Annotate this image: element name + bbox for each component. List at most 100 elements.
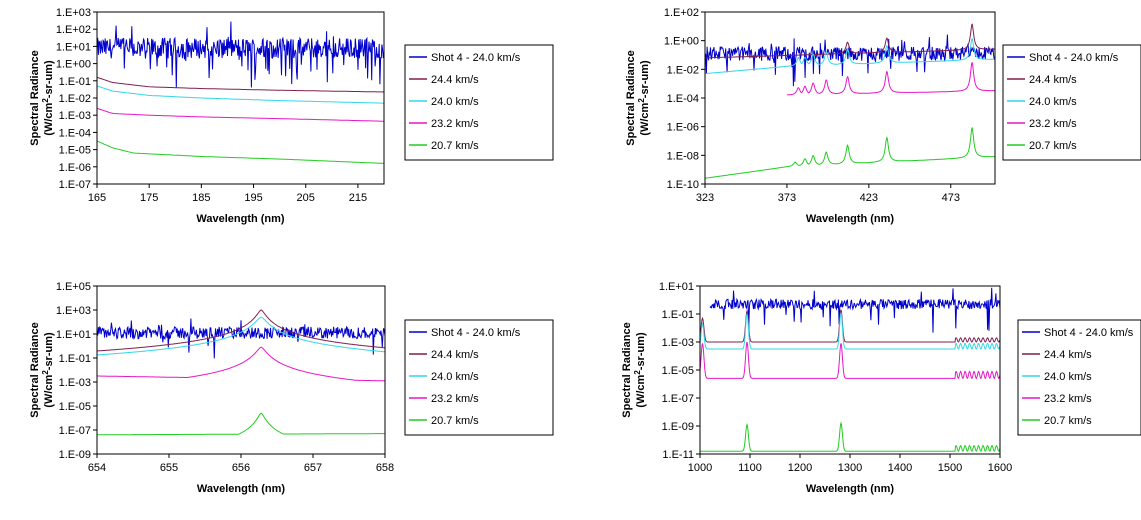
x-tick-label: 165 (88, 192, 106, 204)
legend-entry: 24.4 km/s (431, 349, 479, 361)
legend-entry: 24.0 km/s (1044, 371, 1092, 383)
y-tick-label: 1.E+01 (56, 41, 91, 53)
series-line-4 (97, 107, 384, 122)
y-axis-label: Spectral Radiance (29, 50, 41, 145)
y-tick-label: 1.E+02 (664, 7, 699, 19)
y-axis-label: Spectral Radiance (621, 322, 633, 417)
y-tick-label: 1.E+01 (56, 329, 91, 341)
legend-entry: 20.7 km/s (1029, 140, 1077, 152)
y-tick-label: 1.E-02 (59, 93, 91, 105)
y-tick-label: 1.E+05 (56, 281, 91, 293)
legend-entry: Shot 4 - 24.0 km/s (431, 327, 521, 339)
x-tick-label: 657 (304, 462, 322, 474)
y-tick-label: 1.E-04 (667, 93, 699, 105)
x-tick-label: 423 (860, 192, 878, 204)
x-tick-label: 1300 (838, 462, 862, 474)
y-tick-label: 1.E+01 (659, 281, 694, 293)
y-tick-label: 1.E-06 (667, 122, 699, 134)
y-axis-label: Spectral Radiance (625, 50, 637, 145)
chart-panel-4: 1.E-11 1.E-09 1.E-07 1.E-05 1.E-03 1.E-01 1.E+… (621, 281, 1141, 495)
series-line-1 (709, 287, 1000, 333)
legend-entry: 24.4 km/s (1029, 74, 1077, 86)
y-tick-label: 1.E-01 (59, 353, 91, 365)
series-line-4 (786, 61, 995, 96)
x-tick-label: 175 (140, 192, 158, 204)
x-tick-label: 195 (244, 192, 262, 204)
chart-panel-2: 1.E-10 1.E-08 1.E-06 1.E-04 1.E-02 1.E+00 1.E+… (625, 7, 1141, 225)
legend-entry: 24.4 km/s (1044, 349, 1092, 361)
legend-box (1017, 319, 1141, 436)
legend-entry: 24.0 km/s (431, 371, 479, 383)
legend-entry: 23.2 km/s (431, 393, 479, 405)
y-axis-label-units: (W/cm2-sr-um) (41, 332, 55, 408)
legend-entry: 23.2 km/s (431, 118, 479, 130)
x-tick-label: 655 (160, 462, 178, 474)
chart-panel-1: 1.E-07 1.E-06 1.E-05 1.E-04 1.E-03 1.E-02 1.E-… (29, 7, 554, 225)
x-tick-label: 1600 (988, 462, 1012, 474)
y-tick-label: 1.E+00 (664, 36, 699, 48)
x-tick-label: 654 (88, 462, 106, 474)
x-tick-label: 1100 (738, 462, 762, 474)
y-axis-label-units: (W/cm2-sr-um) (637, 60, 651, 136)
legend-entry: Shot 4 - 24.0 km/s (1044, 327, 1134, 339)
chart-panel-3: 1.E-09 1.E-07 1.E-05 1.E-03 1.E-01 1.E+01 1.E+… (29, 281, 554, 495)
series-line-3 (97, 316, 385, 356)
legend-entry: 20.7 km/s (1044, 415, 1092, 427)
y-tick-label: 1.E+02 (56, 24, 91, 36)
y-tick-label: 1.E-05 (59, 145, 91, 157)
legend-entry: 24.0 km/s (431, 96, 479, 108)
series-line-2 (97, 76, 384, 93)
legend-box (404, 319, 554, 436)
series-line-1 (97, 318, 385, 359)
legend-box (1002, 44, 1141, 161)
y-axis-label: Spectral Radiance (29, 322, 41, 417)
series-line-2 (705, 23, 995, 59)
series-line-4 (97, 346, 385, 382)
legend-entry: Shot 4 - 24.0 km/s (431, 52, 521, 64)
series-line-5 (97, 412, 385, 436)
y-tick-label: 1.E-05 (59, 401, 91, 413)
x-tick-label: 215 (349, 192, 367, 204)
x-tick-label: 656 (232, 462, 250, 474)
y-tick-label: 1.E+00 (56, 59, 91, 71)
series-line-3 (700, 312, 1000, 350)
x-tick-label: 473 (942, 192, 960, 204)
x-axis-label: Wavelength (nm) (196, 213, 285, 225)
y-tick-label: 1.E-07 (59, 425, 91, 437)
series-line-2 (97, 309, 385, 352)
x-axis-label: Wavelength (nm) (806, 483, 895, 495)
series-line-3 (705, 37, 995, 75)
x-tick-label: 323 (696, 192, 714, 204)
y-tick-label: 1.E-05 (662, 365, 694, 377)
legend-entry: 24.4 km/s (431, 74, 479, 86)
x-tick-label: 1500 (938, 462, 962, 474)
legend-entry: 20.7 km/s (431, 415, 479, 427)
y-tick-label: 1.E-11 (662, 449, 694, 461)
x-tick-label: 205 (297, 192, 315, 204)
series-line-4 (700, 341, 1000, 380)
legend-box (404, 44, 554, 161)
x-tick-label: 373 (778, 192, 796, 204)
legend-entry: 23.2 km/s (1044, 393, 1092, 405)
x-tick-label: 658 (376, 462, 394, 474)
y-axis-label-units: (W/cm2-sr-um) (633, 332, 647, 408)
plot-frame (96, 285, 386, 455)
series-line-5 (97, 140, 384, 164)
y-tick-label: 1.E+03 (56, 7, 91, 19)
y-tick-label: 1.E-09 (59, 449, 91, 461)
y-tick-label: 1.E-01 (662, 309, 694, 321)
x-tick-label: 1000 (688, 462, 712, 474)
legend-entry: Shot 4 - 24.0 km/s (1029, 52, 1119, 64)
y-axis-label-units: (W/cm2-sr-um) (41, 60, 55, 136)
x-axis-label: Wavelength (nm) (197, 483, 286, 495)
y-tick-label: 1.E-10 (667, 179, 699, 191)
y-tick-label: 1.E-04 (59, 127, 91, 139)
y-tick-label: 1.E-03 (59, 377, 91, 389)
series-line-1 (97, 21, 384, 88)
y-tick-label: 1.E+03 (56, 305, 91, 317)
x-axis-label: Wavelength (nm) (806, 213, 895, 225)
series-line-2 (700, 309, 1000, 343)
legend-entry: 24.0 km/s (1029, 96, 1077, 108)
